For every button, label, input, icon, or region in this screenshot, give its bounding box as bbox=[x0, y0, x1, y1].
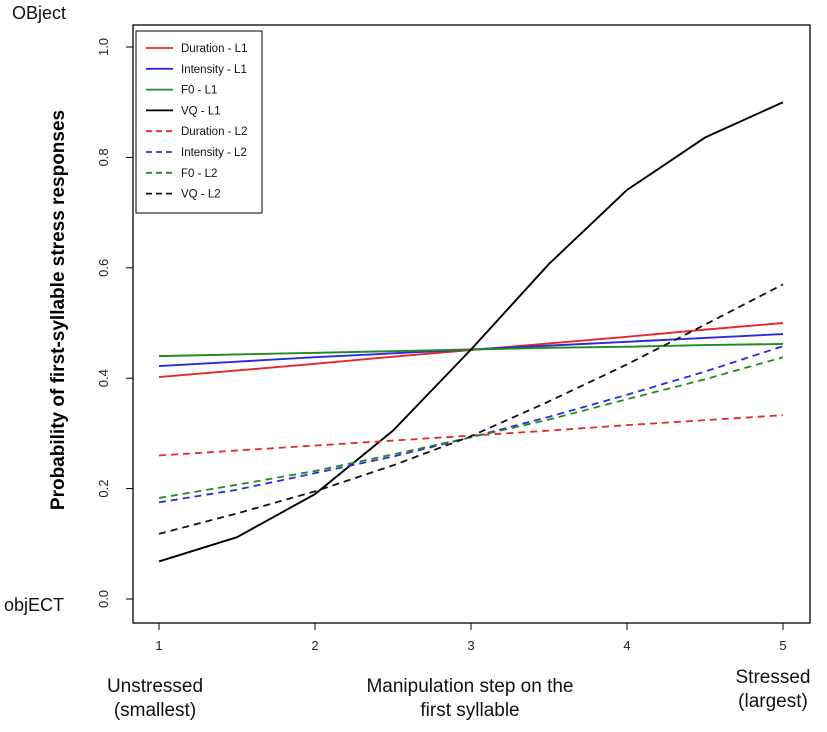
y-tick-label: 0.2 bbox=[96, 480, 111, 498]
x-caption-right-line1: Stressed bbox=[736, 667, 811, 688]
x-tick-label: 1 bbox=[155, 638, 162, 653]
x-tick-label: 5 bbox=[779, 638, 786, 653]
legend-label: F0 - L2 bbox=[181, 168, 217, 180]
series-line-4 bbox=[158, 101, 784, 563]
y-top-note: OBject bbox=[12, 3, 66, 23]
legend: Duration - L1 Intensity - L1 F0 - L1 VQ - L… bbox=[135, 30, 263, 214]
x-caption-left-line1: Unstressed bbox=[107, 676, 203, 697]
x-tick-label: 3 bbox=[467, 638, 474, 653]
series-layer bbox=[158, 101, 784, 563]
legend-label: Intensity - L1 bbox=[181, 64, 247, 76]
y-axis: 0.0 0.2 0.4 0.6 0.8 1.0 bbox=[96, 38, 133, 608]
x-caption-right-line2: (largest) bbox=[738, 691, 808, 712]
y-tick-label: 0.4 bbox=[96, 369, 111, 387]
y-axis-label: Probability of first-syllable stress res… bbox=[48, 110, 69, 510]
y-tick-label: 0.8 bbox=[96, 148, 111, 166]
legend-label: Intensity - L2 bbox=[181, 147, 247, 159]
x-caption-center-line1: Manipulation step on the bbox=[366, 676, 573, 697]
x-axis: 1 2 3 4 5 bbox=[155, 623, 787, 653]
x-caption-left-line2: (smallest) bbox=[114, 700, 196, 721]
x-tick-label: 4 bbox=[623, 638, 630, 653]
series-line-8 bbox=[158, 283, 784, 535]
legend-label: Duration - L2 bbox=[181, 126, 247, 138]
legend-label: VQ - L2 bbox=[181, 189, 221, 201]
series-line-7 bbox=[158, 356, 784, 499]
y-tick-label: 0.6 bbox=[96, 259, 111, 277]
legend-label: F0 - L1 bbox=[181, 85, 217, 97]
y-tick-label: 1.0 bbox=[96, 38, 111, 56]
x-caption-center-line2: first syllable bbox=[420, 700, 519, 721]
legend-label: Duration - L1 bbox=[181, 43, 247, 55]
legend-label: VQ - L1 bbox=[181, 105, 221, 117]
y-bottom-note: objECT bbox=[4, 595, 64, 615]
x-tick-label: 2 bbox=[311, 638, 318, 653]
legend-box bbox=[135, 30, 263, 214]
y-tick-label: 0.0 bbox=[96, 590, 111, 608]
